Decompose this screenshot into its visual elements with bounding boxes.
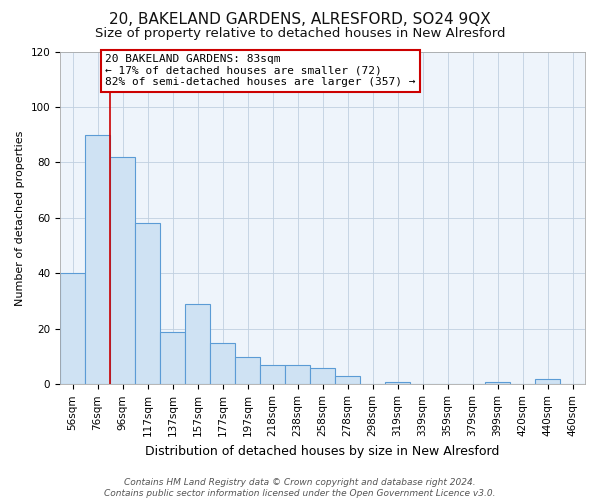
Bar	[385, 382, 410, 384]
X-axis label: Distribution of detached houses by size in New Alresford: Distribution of detached houses by size …	[145, 444, 500, 458]
Bar	[310, 368, 335, 384]
Bar	[160, 332, 185, 384]
Bar	[110, 157, 135, 384]
Text: 20, BAKELAND GARDENS, ALRESFORD, SO24 9QX: 20, BAKELAND GARDENS, ALRESFORD, SO24 9Q…	[109, 12, 491, 28]
Bar	[485, 382, 510, 384]
Bar	[85, 134, 110, 384]
Bar	[235, 356, 260, 384]
Bar	[335, 376, 360, 384]
Bar	[135, 224, 160, 384]
Bar	[210, 342, 235, 384]
Bar	[535, 379, 560, 384]
Y-axis label: Number of detached properties: Number of detached properties	[15, 130, 25, 306]
Bar	[285, 365, 310, 384]
Bar	[260, 365, 285, 384]
Bar	[185, 304, 210, 384]
Text: 20 BAKELAND GARDENS: 83sqm
← 17% of detached houses are smaller (72)
82% of semi: 20 BAKELAND GARDENS: 83sqm ← 17% of deta…	[105, 54, 416, 88]
Bar	[60, 274, 85, 384]
Text: Contains HM Land Registry data © Crown copyright and database right 2024.
Contai: Contains HM Land Registry data © Crown c…	[104, 478, 496, 498]
Text: Size of property relative to detached houses in New Alresford: Size of property relative to detached ho…	[95, 28, 505, 40]
